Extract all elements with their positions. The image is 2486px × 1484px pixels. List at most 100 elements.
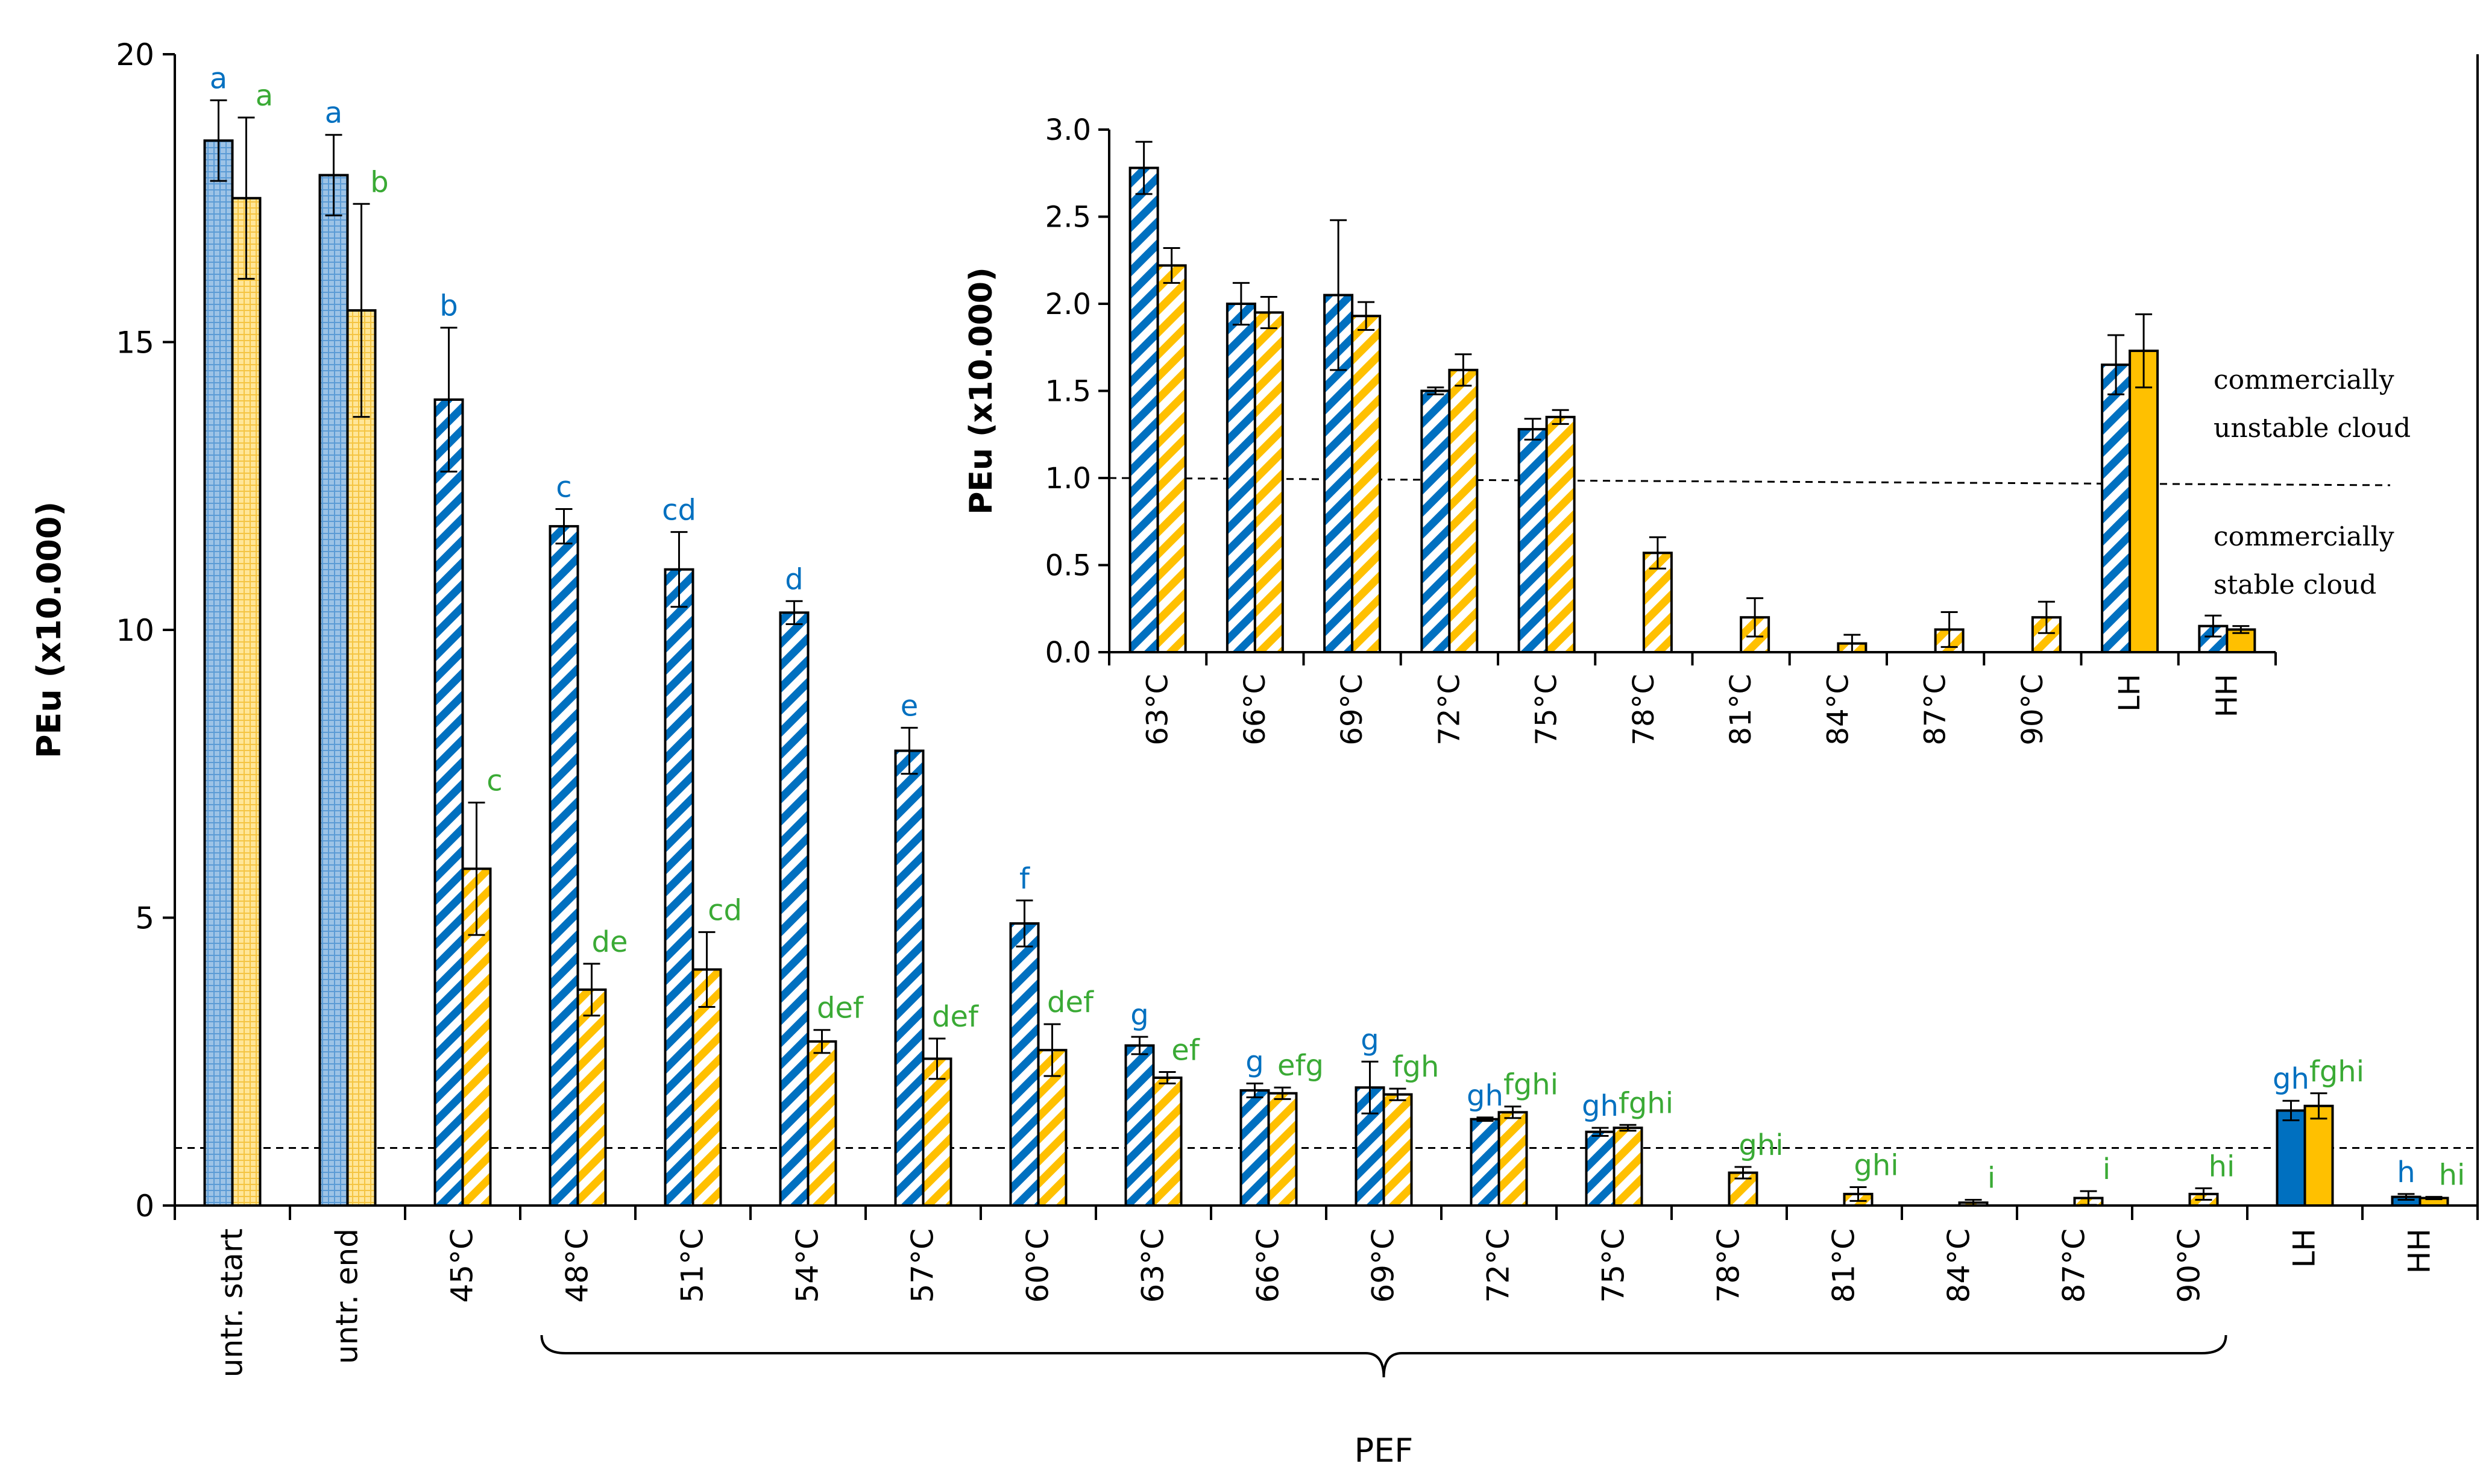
significance-letter-blue: a [210,61,227,95]
y-tick-label: 10 [116,613,154,648]
x-tick-label: 54°C [790,1228,825,1303]
significance-letter-yellow: de [592,925,628,959]
inset-x-tick-label: HH [2210,674,2244,717]
significance-letter-yellow: hi [2439,1159,2466,1192]
inset-x-tick-label: 87°C [1919,674,1953,746]
significance-letter-blue: c [556,470,571,504]
inset-bar-yellow [1253,311,1284,653]
significance-letter-yellow: efg [1277,1049,1324,1083]
inset-x-tick-label: 90°C [2016,674,2050,746]
x-tick-label: untr. start [215,1228,250,1377]
x-tick-label: 48°C [560,1228,595,1303]
inset-y-tick-label: 1.0 [1045,462,1091,495]
bar-blue [664,568,694,1207]
significance-letter-yellow: def [1047,986,1094,1019]
inset-y-tick-label: 3.0 [1045,113,1091,147]
significance-letter-blue: b [439,289,458,323]
significance-letter-yellow: a [256,79,273,113]
inset-y-axis-title: PEu (x10.000) [963,267,999,515]
significance-letter-yellow: i [1987,1161,1995,1195]
significance-letter-yellow: b [370,165,388,199]
significance-letter-blue: f [1019,862,1030,896]
bar-yellow [231,197,262,1207]
annotation-stable-line1: commercially [2214,521,2394,552]
inset-chart: 0.0 0.5 1.0 1.5 2.0 2.5 3.0 PEu (x10.000) 63°C 66… [940,90,2411,784]
x-tick-label: 45°C [445,1228,480,1303]
significance-letter-yellow: ghi [1739,1128,1783,1162]
main-chart: 0 5 10 15 20 PEu (x10.000) untr. start untr. en… [30,37,2479,1470]
significance-letter-yellow: fghi [2309,1055,2364,1089]
bar-blue [1470,1118,1500,1207]
inset-y-tick-label: 0.0 [1045,636,1091,670]
bar-yellow [1267,1092,1298,1207]
significance-letter-blue: cd [662,494,696,527]
bar-blue [1124,1044,1155,1207]
bar-blue [433,398,464,1207]
inset-bar-blue [1128,166,1159,653]
bar-yellow [576,988,607,1207]
x-tick-label: HH [2402,1228,2437,1274]
bar-blue [1585,1130,1616,1207]
significance-letter-yellow: c [486,764,502,798]
x-tick-label: 84°C [1942,1228,1977,1303]
bar-yellow [346,309,377,1207]
significance-letter-blue: g [1130,998,1148,1032]
x-tick-label: 78°C [1711,1228,1746,1303]
inset-x-tick-label: 84°C [1821,674,1855,746]
significance-letter-yellow: fghi [1619,1086,1673,1120]
x-tick-label: LH [2287,1228,2322,1268]
significance-letter-yellow: def [932,1000,979,1034]
significance-letter-blue: h [2397,1155,2415,1189]
pef-bracket [540,1335,2227,1378]
bar-yellow [1382,1093,1413,1207]
inset-x-tick-label: 81°C [1724,674,1758,746]
inset-x-tick-label: 72°C [1432,674,1466,746]
x-tick-label: 51°C [675,1228,710,1303]
bar-yellow [1497,1111,1528,1207]
inset-y-tick-label: 2.0 [1045,288,1091,321]
significance-letter-blue: d [785,562,803,596]
y-axis-title: PEu (x10.000) [30,501,68,758]
x-tick-label: 63°C [1136,1228,1171,1303]
bar-yellow [1613,1127,1643,1207]
inset-bar-blue [1517,428,1548,654]
inset-bar-yellow [2129,350,2159,654]
inset-x-tick-label: 78°C [1627,674,1661,746]
significance-letter-yellow: fgh [1392,1050,1440,1084]
inset-bar-yellow [1545,415,1576,653]
significance-letter-yellow: def [817,992,864,1025]
x-tick-label: 75°C [1596,1228,1631,1303]
inset-bar-blue [1226,303,1256,653]
bar-blue [549,525,579,1207]
inset-bar-blue [2101,363,2132,654]
pef-group-label: PEF [1355,1432,1414,1470]
x-tick-label: 69°C [1366,1228,1401,1303]
x-tick-label: 66°C [1251,1228,1286,1303]
bar-blue [779,611,810,1207]
x-tick-label: 60°C [1021,1228,1056,1303]
bar-blue [2276,1109,2306,1207]
significance-letter-yellow: fghi [1503,1068,1558,1102]
inset-bar-yellow [1351,315,1382,653]
bar-yellow [2303,1104,2334,1207]
y-tick-label: 20 [116,37,154,72]
bar-blue [318,174,349,1207]
significance-letter-yellow: ef [1171,1033,1200,1067]
annotation-unstable-line2: unstable cloud [2214,413,2411,444]
bar-yellow [922,1057,952,1207]
significance-letter-yellow: i [2103,1152,2110,1186]
x-tick-label: 87°C [2057,1228,2092,1303]
y-tick-label: 0 [135,1189,154,1224]
significance-letter-blue: a [325,96,342,130]
inset-threshold-line [1109,477,2391,486]
x-tick-label: 81°C [1827,1228,1861,1303]
significance-letter-yellow: hi [2209,1149,2235,1183]
significance-letter-blue: gh [2273,1062,2309,1096]
inset-bar-blue [1420,389,1451,653]
annotation-stable-line2: stable cloud [2214,570,2376,600]
bar-blue [1239,1089,1270,1207]
inset-x-tick-label: LH [2113,674,2147,712]
inset-y-tick-label: 2.5 [1045,201,1091,234]
inset-x-tick-label: 75°C [1530,674,1564,746]
